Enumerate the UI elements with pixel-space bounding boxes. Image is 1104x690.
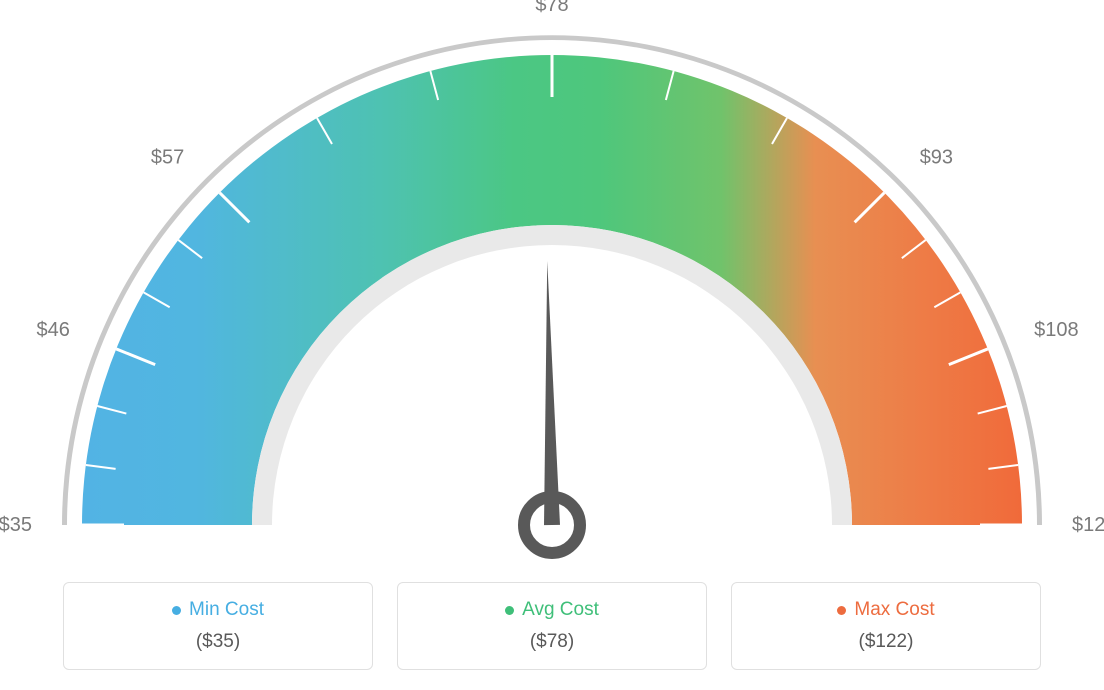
legend-label-avg: Avg Cost bbox=[505, 599, 599, 621]
legend-label-text: Min Cost bbox=[189, 599, 264, 621]
legend-box-min: Min Cost ($35) bbox=[63, 582, 373, 670]
legend-value-avg: ($78) bbox=[418, 631, 686, 653]
legend-label-text: Max Cost bbox=[854, 599, 934, 621]
svg-text:$93: $93 bbox=[920, 146, 953, 168]
legend-value-max: ($122) bbox=[752, 631, 1020, 653]
svg-text:$46: $46 bbox=[36, 319, 69, 341]
dot-icon bbox=[172, 606, 181, 615]
legend: Min Cost ($35) Avg Cost ($78) Max Cost (… bbox=[0, 582, 1104, 670]
dot-icon bbox=[505, 606, 514, 615]
legend-value-min: ($35) bbox=[84, 631, 352, 653]
legend-label-text: Avg Cost bbox=[522, 599, 599, 621]
svg-text:$57: $57 bbox=[151, 146, 184, 168]
legend-box-avg: Avg Cost ($78) bbox=[397, 582, 707, 670]
legend-label-min: Min Cost bbox=[172, 599, 264, 621]
gauge-chart: $35 $46 $57 $78 $93 $108 $122 bbox=[0, 0, 1104, 560]
svg-text:$78: $78 bbox=[535, 0, 568, 16]
svg-text:$122: $122 bbox=[1072, 514, 1104, 536]
dot-icon bbox=[837, 606, 846, 615]
svg-text:$35: $35 bbox=[0, 514, 32, 536]
legend-label-max: Max Cost bbox=[837, 599, 934, 621]
svg-text:$108: $108 bbox=[1034, 319, 1079, 341]
legend-box-max: Max Cost ($122) bbox=[731, 582, 1041, 670]
cost-gauge-container: $35 $46 $57 $78 $93 $108 $122 Min Cost ($35) A… bbox=[0, 0, 1104, 690]
